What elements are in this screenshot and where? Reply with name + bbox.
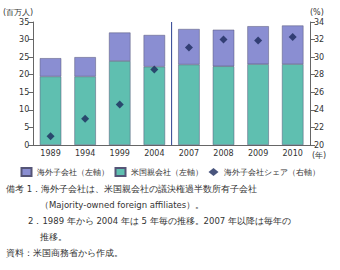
svg-text:2010: 2010	[283, 149, 303, 158]
svg-text:20: 20	[314, 141, 324, 150]
svg-text:0: 0	[24, 141, 29, 150]
svg-text:海外子会社シェア（右軸）: 海外子会社シェア（右軸）	[224, 168, 320, 177]
svg-text:米国親会社（左軸）: 米国親会社（左軸）	[131, 168, 203, 177]
svg-text:34: 34	[314, 18, 324, 27]
svg-text:30: 30	[314, 53, 324, 62]
svg-text:1989: 1989	[40, 149, 60, 158]
svg-text:(年): (年)	[312, 151, 326, 160]
svg-text:35: 35	[19, 18, 29, 27]
svg-text:2007: 2007	[179, 149, 199, 158]
svg-text:20: 20	[19, 70, 29, 79]
svg-text:10: 10	[19, 105, 29, 114]
svg-text:2004: 2004	[144, 149, 164, 158]
svg-text:22: 22	[314, 123, 324, 132]
svg-text:24: 24	[314, 105, 324, 114]
svg-text:1999: 1999	[110, 149, 130, 158]
svg-text:30: 30	[19, 35, 29, 44]
svg-text:1994: 1994	[75, 149, 95, 158]
svg-text:(%): (%)	[310, 8, 324, 17]
svg-text:5: 5	[24, 123, 29, 132]
svg-text:(百万人): (百万人)	[3, 8, 33, 17]
svg-text:28: 28	[314, 70, 324, 79]
svg-text:2008: 2008	[213, 149, 233, 158]
svg-text:25: 25	[19, 53, 29, 62]
svg-text:26: 26	[314, 88, 324, 97]
svg-text:資料：米国商務省から作成。: 資料：米国商務省から作成。	[6, 248, 123, 258]
svg-text:32: 32	[314, 35, 324, 44]
svg-text:備考 1．海外子会社は、米国親会社の議決権過半数所有子会社: 備考 1．海外子会社は、米国親会社の議決権過半数所有子会社	[6, 184, 257, 194]
svg-text:海外子会社（左軸）: 海外子会社（左軸）	[37, 168, 109, 177]
svg-text:（Majority-owned foreign affili: （Majority-owned foreign affiliates）。	[40, 200, 204, 210]
svg-text:2．1989 年から 2004 年は 5 年毎の推移。200: 2．1989 年から 2004 年は 5 年毎の推移。2007 年以降は毎年の	[28, 216, 291, 226]
svg-text:15: 15	[19, 88, 29, 97]
svg-text:2009: 2009	[248, 149, 268, 158]
svg-text:推移。: 推移。	[40, 232, 67, 242]
